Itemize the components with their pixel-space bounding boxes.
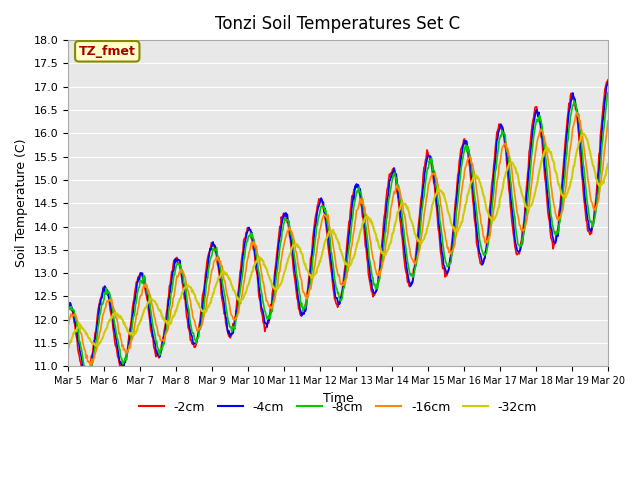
Line: -16cm: -16cm xyxy=(68,113,608,365)
Line: -4cm: -4cm xyxy=(68,82,608,377)
-32cm xyxy=(604,161,612,167)
Legend: -2cm, -4cm, -8cm, -16cm, -32cm: -2cm, -4cm, -8cm, -16cm, -32cm xyxy=(134,396,542,419)
-32cm xyxy=(129,332,137,337)
-8cm xyxy=(131,312,138,318)
Y-axis label: Soil Temperature (C): Soil Temperature (C) xyxy=(15,139,28,267)
-8cm xyxy=(420,194,428,200)
-16cm xyxy=(185,291,193,297)
-8cm xyxy=(185,307,193,313)
-16cm xyxy=(604,118,612,124)
Text: TZ_fmet: TZ_fmet xyxy=(79,45,136,58)
-2cm xyxy=(185,326,193,332)
-16cm xyxy=(420,213,428,218)
-32cm xyxy=(184,282,192,288)
-32cm xyxy=(64,346,72,352)
-2cm xyxy=(81,377,89,383)
-4cm xyxy=(83,374,91,380)
-2cm xyxy=(404,279,412,285)
-4cm xyxy=(131,300,138,305)
-16cm xyxy=(86,362,94,368)
-16cm xyxy=(404,238,412,244)
-4cm xyxy=(404,274,412,280)
-8cm xyxy=(604,90,612,96)
-2cm xyxy=(214,262,221,267)
-8cm xyxy=(74,323,82,328)
-16cm xyxy=(64,324,72,330)
-2cm xyxy=(64,300,72,305)
-32cm xyxy=(404,204,412,210)
-2cm xyxy=(604,77,612,83)
-16cm xyxy=(214,254,221,260)
Line: -8cm: -8cm xyxy=(68,93,608,373)
-4cm xyxy=(185,321,193,327)
-4cm xyxy=(604,79,612,84)
X-axis label: Time: Time xyxy=(323,392,353,405)
-2cm xyxy=(420,165,428,170)
Title: Tonzi Soil Temperatures Set C: Tonzi Soil Temperatures Set C xyxy=(216,15,461,33)
-32cm xyxy=(419,237,427,243)
-16cm xyxy=(573,110,581,116)
-8cm xyxy=(85,371,93,376)
-8cm xyxy=(404,263,412,268)
-32cm xyxy=(74,325,82,331)
-4cm xyxy=(74,338,82,344)
-32cm xyxy=(213,280,221,286)
-32cm xyxy=(580,131,588,137)
-8cm xyxy=(214,253,221,259)
-4cm xyxy=(64,302,72,308)
-16cm xyxy=(74,319,82,324)
Line: -32cm: -32cm xyxy=(68,134,608,349)
Line: -2cm: -2cm xyxy=(68,80,608,380)
-2cm xyxy=(74,346,82,351)
-8cm xyxy=(64,307,72,312)
-2cm xyxy=(131,296,138,301)
-4cm xyxy=(214,253,221,259)
-16cm xyxy=(131,326,138,332)
-4cm xyxy=(420,180,428,186)
